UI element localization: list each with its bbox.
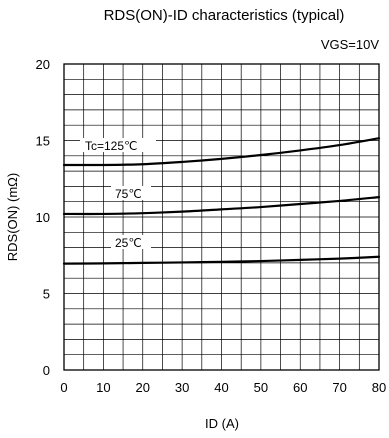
series-lines bbox=[62, 137, 381, 265]
series-line-1 bbox=[62, 196, 381, 216]
series-line-2 bbox=[62, 255, 381, 265]
y-tick-label: 10 bbox=[36, 210, 50, 225]
plot-frame bbox=[63, 63, 380, 371]
series-label-75c: 75℃ bbox=[115, 187, 142, 201]
x-axis-label: ID (A) bbox=[205, 416, 239, 431]
y-tick-label: 20 bbox=[36, 57, 50, 72]
x-tick-label: 50 bbox=[254, 380, 268, 395]
x-tick-label: 20 bbox=[136, 380, 150, 395]
x-tick-label: 10 bbox=[96, 380, 110, 395]
series-label-box-75c bbox=[111, 186, 151, 200]
x-tick-label: 30 bbox=[175, 380, 189, 395]
series-label-125c: Tc=125℃ bbox=[85, 139, 138, 153]
tick-labels: 0 10 20 30 40 50 60 70 80 0 5 10 15 20 bbox=[36, 57, 387, 395]
series-label-box-25c bbox=[111, 235, 151, 249]
y-axis-label: RDS(ON) (mΩ) bbox=[5, 173, 20, 261]
series-line-0 bbox=[62, 137, 381, 167]
x-tick-label: 80 bbox=[372, 380, 386, 395]
series-labels: Tc=125℃ 75℃ 25℃ bbox=[80, 138, 156, 250]
grid bbox=[64, 64, 379, 370]
series-label-box-125c bbox=[80, 138, 156, 152]
series-label-25c: 25℃ bbox=[115, 236, 142, 250]
x-tick-label: 60 bbox=[293, 380, 307, 395]
x-tick-label: 40 bbox=[214, 380, 228, 395]
y-tick-label: 15 bbox=[36, 134, 50, 149]
x-tick-label: 0 bbox=[60, 380, 67, 395]
test-condition: VGS=10V bbox=[321, 37, 380, 52]
y-tick-label: 0 bbox=[43, 363, 50, 378]
chart-title: RDS(ON)-ID characteristics (typical) bbox=[104, 7, 345, 24]
y-tick-label: 5 bbox=[43, 287, 50, 302]
x-tick-label: 70 bbox=[332, 380, 346, 395]
